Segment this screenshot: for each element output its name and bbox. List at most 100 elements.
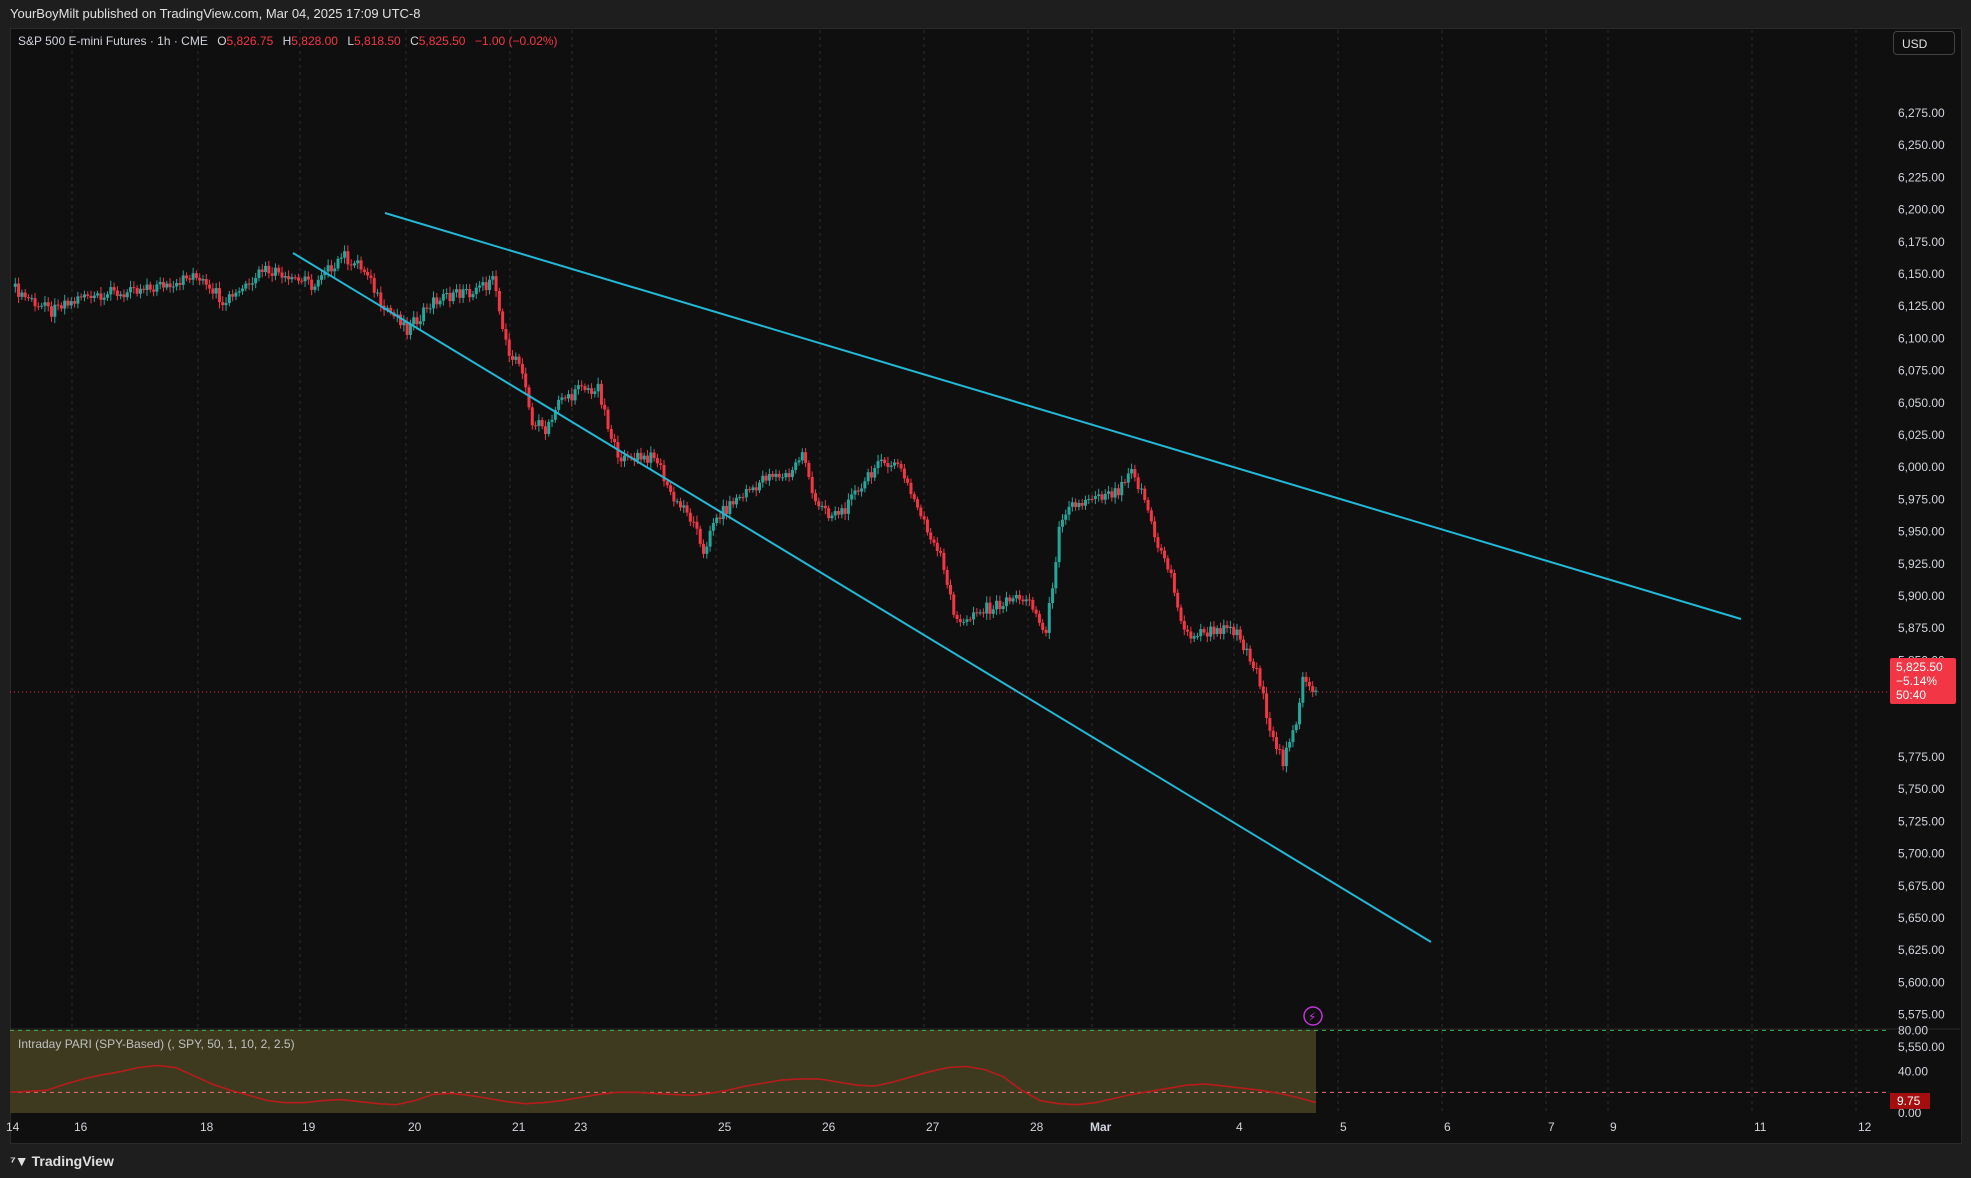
candle-body	[1153, 521, 1157, 538]
candle-body	[837, 511, 841, 515]
candle-body	[945, 569, 949, 585]
candle-body	[734, 497, 738, 505]
candle-body	[613, 438, 617, 443]
candle-body	[863, 481, 867, 489]
candle-body	[639, 452, 643, 460]
candle-body	[534, 425, 538, 427]
x-tick-label: 23	[574, 1120, 588, 1134]
candle-body	[520, 363, 524, 374]
candle-body	[810, 476, 814, 494]
candle-body	[540, 420, 544, 427]
symbol-name[interactable]: S&P 500 E-mini Futures · 1h · CME	[18, 34, 208, 48]
chart-frame[interactable]	[10, 28, 1962, 1144]
candle-body	[1186, 629, 1190, 632]
candle-body	[570, 394, 574, 401]
candle-body	[92, 295, 96, 299]
candle-body	[797, 460, 801, 463]
candle-body	[217, 288, 221, 303]
candle-body	[771, 473, 775, 477]
candle-body	[1018, 594, 1022, 600]
indicator-y-tick-label: 40.00	[1898, 1065, 1928, 1079]
candle-body	[474, 287, 478, 295]
candle-body	[296, 277, 300, 281]
candle-body	[105, 294, 109, 298]
candle-body	[1103, 493, 1107, 500]
candle-body	[968, 619, 972, 621]
candle-body	[985, 602, 989, 614]
candle-body	[731, 501, 735, 505]
candle-body	[774, 473, 778, 477]
candle-body	[273, 267, 277, 276]
candle-body	[675, 501, 679, 503]
signal-icon	[1303, 1006, 1323, 1026]
candle-body	[550, 419, 554, 422]
candle-body	[145, 284, 149, 290]
candle-body	[300, 280, 304, 282]
candle-body	[181, 275, 185, 285]
candle-body	[1255, 668, 1259, 670]
candle-body	[487, 279, 491, 291]
candle-body	[349, 264, 353, 266]
candle-body	[1133, 469, 1137, 478]
candle-body	[557, 399, 561, 410]
candle-body	[636, 452, 640, 461]
candle-body	[1311, 686, 1315, 692]
candle-body	[1067, 506, 1071, 515]
signal-bolt-icon: ⚡	[1308, 1010, 1316, 1024]
x-tick-label: Mar	[1090, 1120, 1112, 1134]
candle-body	[896, 462, 900, 464]
candle-body	[494, 276, 498, 292]
candle-body	[468, 289, 472, 298]
candle-body	[376, 292, 380, 294]
y-tick-label: 6,075.00	[1898, 364, 1945, 378]
y-tick-label: 6,225.00	[1898, 170, 1945, 184]
candle-body	[306, 276, 310, 280]
candle-body	[1228, 626, 1232, 629]
candle-body	[158, 281, 162, 285]
candle-body	[455, 289, 459, 293]
candle-body	[372, 277, 376, 293]
candle-body	[227, 294, 231, 304]
candle-body	[1235, 629, 1239, 636]
candle-body	[241, 288, 245, 292]
candle-body	[464, 289, 468, 291]
candle-body	[1163, 550, 1167, 559]
y-tick-label: 5,975.00	[1898, 492, 1945, 506]
candle-body	[1074, 502, 1078, 507]
candle-body	[165, 283, 169, 288]
candle-body	[757, 482, 761, 491]
tradingview-logo[interactable]: ⁷▼ TradingView	[10, 1146, 114, 1176]
candle-body	[767, 473, 771, 481]
x-tick-label: 5	[1340, 1120, 1347, 1134]
currency-selector[interactable]: USD	[1893, 31, 1955, 55]
candle-body	[662, 465, 666, 482]
candle-body	[1093, 496, 1097, 500]
x-tick-label: 21	[512, 1120, 526, 1134]
high-value: 5,828.00	[291, 34, 338, 48]
candle-body	[122, 294, 126, 298]
candle-body	[1205, 632, 1209, 637]
high-label: H	[282, 34, 292, 48]
symbol-legend[interactable]: S&P 500 E-mini Futures · 1h · CME O5,826…	[18, 34, 558, 48]
candle-body	[119, 294, 123, 297]
candle-body	[899, 463, 903, 469]
candle-body	[264, 265, 268, 273]
candle-body	[247, 283, 251, 285]
candle-body	[784, 473, 788, 478]
low-label: L	[347, 34, 355, 48]
candle-body	[606, 409, 610, 430]
candle-body	[886, 463, 890, 467]
candle-body	[1268, 718, 1272, 731]
candle-body	[876, 461, 880, 469]
candle-body	[563, 397, 567, 399]
candle-body	[912, 494, 916, 500]
candle-body	[208, 284, 212, 289]
candle-body	[448, 293, 452, 302]
indicator-legend[interactable]: Intraday PARI (SPY-Based) (, SPY, 50, 1,…	[18, 1037, 295, 1051]
candle-body	[20, 292, 24, 297]
candle-body	[461, 289, 465, 298]
candle-body	[1001, 606, 1005, 610]
candle-body	[1271, 730, 1275, 738]
y-tick-label: 6,125.00	[1898, 299, 1945, 313]
